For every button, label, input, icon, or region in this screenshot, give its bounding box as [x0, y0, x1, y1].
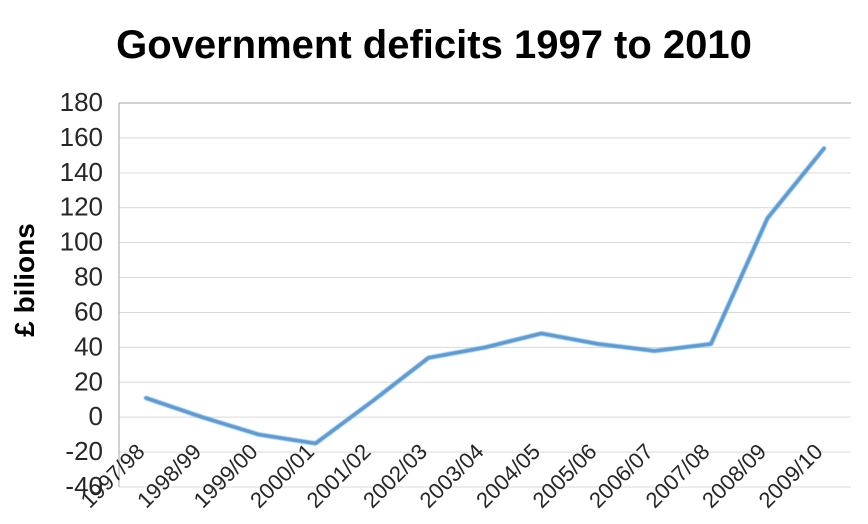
svg-text:180: 180 [60, 87, 103, 117]
svg-text:-20: -20 [65, 436, 103, 466]
svg-text:20: 20 [74, 366, 103, 396]
svg-text:160: 160 [60, 122, 103, 152]
svg-text:40: 40 [74, 331, 103, 361]
svg-text:2009/10: 2009/10 [754, 439, 828, 513]
svg-text:100: 100 [60, 227, 103, 257]
svg-text:120: 120 [60, 192, 103, 222]
svg-text:£ bilions: £ bilions [9, 223, 40, 337]
svg-text:140: 140 [60, 157, 103, 187]
svg-text:0: 0 [89, 401, 103, 431]
svg-text:60: 60 [74, 296, 103, 326]
svg-text:80: 80 [74, 262, 103, 292]
